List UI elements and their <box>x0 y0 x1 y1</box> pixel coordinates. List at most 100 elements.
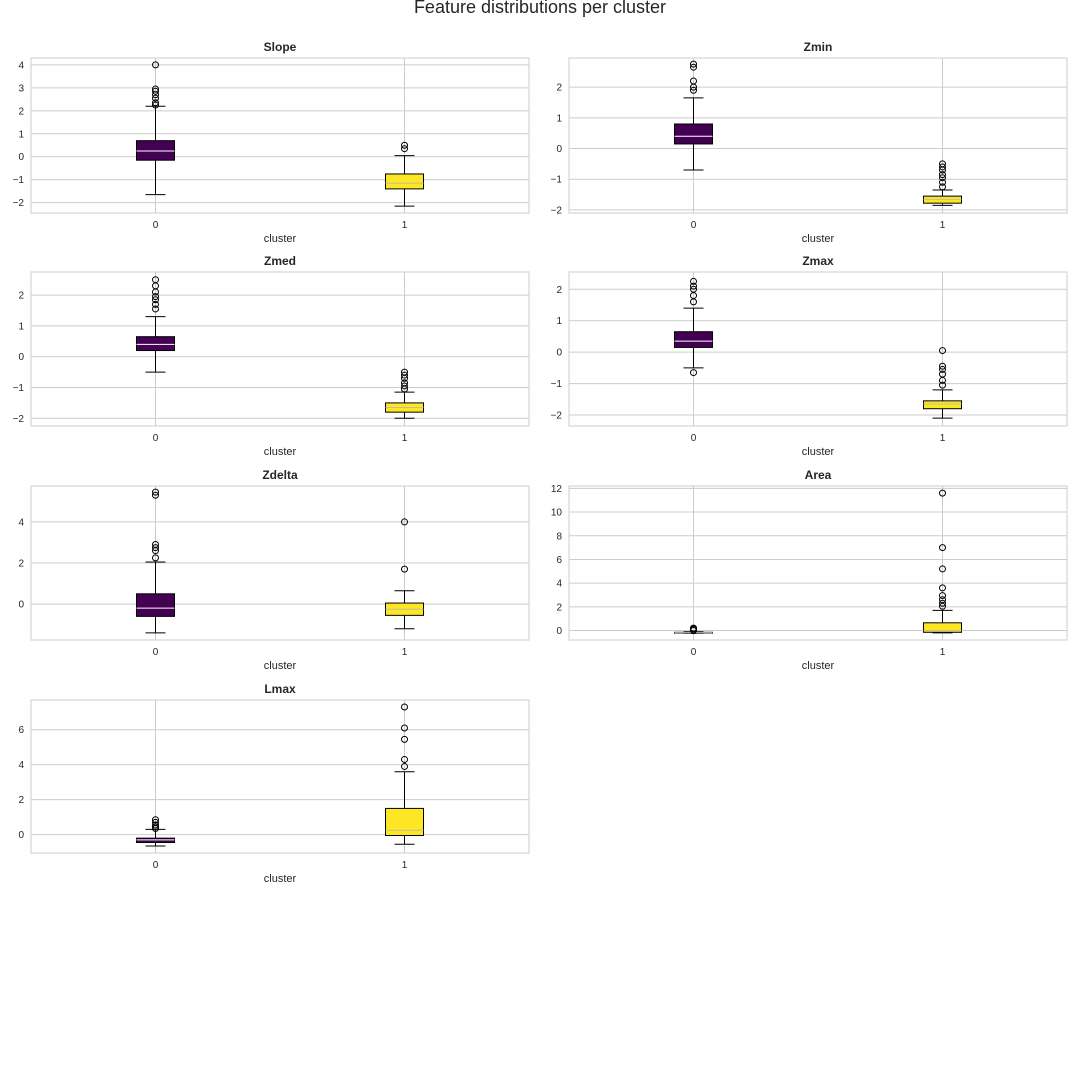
x-tick-label: 0 <box>153 860 159 871</box>
box-body <box>136 140 175 161</box>
x-tick-label: 0 <box>691 433 697 444</box>
box-cluster-1 <box>385 141 424 207</box>
outlier-point <box>401 145 408 153</box>
y-tick-label: 4 <box>18 760 24 771</box>
box-body <box>923 622 962 633</box>
outlier-point <box>152 300 159 308</box>
x-tick-label: 1 <box>940 433 946 444</box>
axes-frame <box>568 57 1068 214</box>
x-axis-label: cluster <box>802 446 835 458</box>
outlier-point <box>939 365 946 373</box>
x-tick-label: 1 <box>940 647 946 658</box>
x-tick-label: 0 <box>691 220 697 231</box>
outlier-point <box>401 755 408 763</box>
box-body <box>385 807 424 837</box>
y-tick-label: −2 <box>551 205 563 216</box>
outlier-point <box>401 724 408 732</box>
box-cluster-1 <box>923 160 962 206</box>
box-cluster-0 <box>136 276 175 373</box>
x-tick-label: 0 <box>153 433 159 444</box>
outlier-point <box>939 381 946 389</box>
outlier-point <box>690 60 697 68</box>
outlier-point <box>939 584 946 592</box>
y-tick-label: −1 <box>13 383 25 394</box>
outlier-point <box>939 183 946 191</box>
box-cluster-0 <box>136 488 175 634</box>
outlier-point <box>152 816 159 824</box>
outlier-point <box>152 87 159 95</box>
outlier-point <box>939 370 946 378</box>
x-axis-label: cluster <box>264 873 297 885</box>
box-body <box>674 331 713 348</box>
y-tick-label: 2 <box>18 106 24 117</box>
outlier-point <box>152 541 159 549</box>
y-tick-label: 6 <box>18 725 24 736</box>
y-tick-label: 6 <box>556 555 562 566</box>
x-tick-label: 1 <box>940 220 946 231</box>
y-tick-label: 2 <box>556 602 562 613</box>
outlier-point <box>939 163 946 171</box>
outlier-point <box>152 99 159 107</box>
outlier-point <box>939 362 946 370</box>
outlier-point <box>401 368 408 376</box>
y-tick-label: 2 <box>18 559 24 570</box>
axes-frame <box>30 57 530 214</box>
x-axis-label: cluster <box>802 660 835 672</box>
outlier-point <box>152 61 159 69</box>
outlier-point <box>152 276 159 284</box>
y-tick-label: 10 <box>551 508 563 519</box>
y-tick-label: 0 <box>18 830 24 841</box>
outlier-point <box>690 285 697 293</box>
outlier-point <box>690 86 697 94</box>
y-tick-label: 0 <box>18 152 24 163</box>
y-tick-label: 0 <box>556 626 562 637</box>
outlier-point <box>152 488 159 496</box>
y-tick-label: 2 <box>556 83 562 94</box>
y-tick-label: 4 <box>18 517 24 528</box>
outlier-point <box>939 160 946 168</box>
subplot-zmin: −2 −1 0 1 2 0 1 Zmin cluster <box>551 40 1068 245</box>
outlier-point <box>690 77 697 85</box>
subplot-title: Zmed <box>264 254 296 268</box>
outlier-point <box>401 565 408 573</box>
x-tick-label: 1 <box>402 647 408 658</box>
axes-frame <box>568 485 1068 641</box>
outlier-point <box>939 592 946 600</box>
x-axis-label: cluster <box>802 233 835 245</box>
x-axis-label: cluster <box>264 233 297 245</box>
outlier-point <box>690 369 697 377</box>
outlier-point <box>152 544 159 552</box>
outlier-point <box>152 101 159 109</box>
x-tick-label: 1 <box>402 220 408 231</box>
outlier-point <box>152 296 159 304</box>
subplot-title: Zmax <box>802 254 834 268</box>
subplot-title: Lmax <box>264 682 296 696</box>
outlier-point <box>401 382 408 390</box>
y-tick-label: 1 <box>18 321 24 332</box>
y-tick-label: 0 <box>556 348 562 359</box>
y-tick-label: −1 <box>551 379 563 390</box>
y-tick-label: −1 <box>13 175 25 186</box>
y-tick-label: 4 <box>556 579 562 590</box>
box-cluster-1 <box>385 518 424 630</box>
box-cluster-0 <box>674 624 713 635</box>
outlier-point <box>152 491 159 499</box>
box-cluster-1 <box>923 347 962 419</box>
y-tick-label: 0 <box>556 144 562 155</box>
subplot-slope: −2 −1 0 1 2 3 4 0 1 Slope cluster <box>13 40 530 245</box>
outlier-point <box>152 85 159 93</box>
x-axis-label: cluster <box>264 660 297 672</box>
y-tick-label: 3 <box>18 83 24 94</box>
outlier-point <box>401 518 408 526</box>
y-tick-label: −2 <box>13 414 25 425</box>
outlier-point <box>939 599 946 607</box>
outlier-point <box>401 379 408 387</box>
outlier-point <box>939 565 946 573</box>
y-tick-label: 0 <box>18 600 24 611</box>
outlier-point <box>152 305 159 313</box>
outlier-point <box>152 554 159 562</box>
box-body <box>674 123 713 145</box>
outlier-point <box>690 624 697 632</box>
subplot-lmax: 0 2 4 6 0 1 Lmax cluster <box>18 682 530 885</box>
x-tick-label: 0 <box>153 647 159 658</box>
